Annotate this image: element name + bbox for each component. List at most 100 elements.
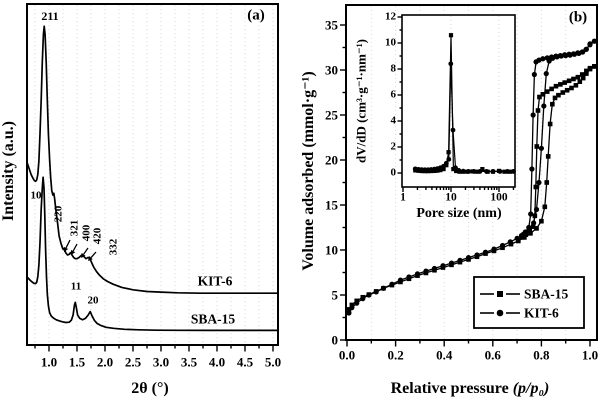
- isotherm-kit-6-marker: [414, 271, 421, 277]
- isotherm-kit-6-marker: [562, 52, 568, 58]
- isotherm-kit-6-marker: [380, 285, 387, 291]
- isotherm-kit-6-marker: [544, 55, 550, 61]
- legend-box: [473, 276, 585, 329]
- panel-a-x-tick-label: 1.0: [40, 354, 58, 370]
- isotherm-sba-15-marker: [346, 307, 352, 312]
- isotherm-kit-6-marker: [543, 71, 549, 77]
- inset-y-tick-label: 2: [390, 140, 397, 153]
- isotherm-sba-15-marker: [544, 89, 550, 94]
- panel-a-x-tick-label: 5.0: [264, 354, 282, 370]
- isotherm-kit-6-marker: [346, 310, 352, 316]
- panel-a-x-tick-label: 3.5: [180, 354, 198, 370]
- x-axis-title-text: Relative pressure: [390, 380, 513, 397]
- legend-label-kit6: KIT-6: [524, 305, 559, 321]
- inset-y-tick-label: 8: [390, 62, 397, 75]
- inset-y-tick-label: 12: [385, 10, 396, 23]
- panel-a-x-tick-label: 1.5: [68, 354, 86, 370]
- panel-b-frame: [345, 4, 598, 341]
- isotherm-kit-6-marker: [553, 53, 559, 59]
- isotherm-sba-15-marker: [537, 94, 542, 100]
- inset-x-tick-label: 1: [400, 191, 406, 204]
- panel-b-x-tick-label: 1.0: [581, 347, 599, 363]
- isotherm-kit-6-marker: [531, 220, 537, 226]
- peak-label-321: 321: [68, 219, 81, 237]
- isotherm-sba-15-marker: [530, 224, 536, 229]
- isotherm-kit-6-marker: [482, 249, 489, 255]
- isotherm-kit-6-marker: [566, 51, 572, 57]
- isotherm-sba-15-marker: [573, 83, 579, 88]
- isotherm-sba-15-marker: [584, 71, 589, 76]
- isotherm-sba-15-marker: [579, 72, 585, 77]
- inset-kit-6-marker: [460, 168, 466, 174]
- isotherm-kit-6-marker: [541, 103, 547, 109]
- inset-x-tick-label: 100: [490, 191, 508, 204]
- panel-a-x-tick-label: 4.5: [236, 354, 254, 370]
- panel-b-y-tick-label: 35: [325, 17, 338, 33]
- peak-arrow: [83, 247, 89, 255]
- x-axis-title-variable: (p/p₀): [512, 380, 550, 397]
- xrd-curve-sba-15: [26, 176, 278, 332]
- isotherm-sba-15-marker: [552, 95, 558, 101]
- isotherm-sba-15-marker: [569, 85, 574, 91]
- curve-label-sba15: SBA-15: [190, 311, 236, 327]
- inset-kit-6-marker: [446, 156, 452, 162]
- isotherm-kit-6-marker: [457, 257, 463, 263]
- peak-arrow: [90, 251, 97, 259]
- isotherm-kit-6-marker: [538, 145, 545, 151]
- isotherm-kit-6-marker: [579, 49, 585, 55]
- inset-y-tick-label: 10: [385, 36, 396, 49]
- isotherm-kit-6-marker: [530, 112, 536, 118]
- isotherm-kit-6-marker: [575, 50, 581, 56]
- isotherm-kit-6-marker: [533, 59, 539, 65]
- panel-b-x-tick-label: 0.0: [338, 347, 356, 363]
- isotherm-kit-6-marker: [373, 289, 379, 295]
- isotherm-kit-6-marker: [549, 54, 555, 60]
- peak-arrowhead: [63, 246, 69, 252]
- isotherm-sba-15-marker: [549, 86, 554, 92]
- isotherm-sba-15-marker: [550, 101, 555, 107]
- isotherm-kit-6-marker: [531, 71, 537, 78]
- peak-arrowhead: [81, 252, 86, 258]
- panel-b-y-tick-label: 15: [325, 197, 338, 213]
- inset-kit-6-marker: [453, 165, 458, 171]
- isotherm-kit-6-marker: [529, 166, 535, 172]
- isotherm-kit-6-marker: [431, 265, 438, 272]
- isotherm-kit-6-marker: [591, 38, 597, 44]
- peak-arrow: [65, 239, 71, 249]
- isotherm-kit-6-marker: [583, 46, 589, 52]
- inset-sba-15-marker: [451, 167, 456, 172]
- isotherm-kit-6-marker: [491, 246, 497, 252]
- inset-kit-6-marker: [490, 169, 496, 174]
- panel-b-x-tick-label: 0.6: [484, 347, 501, 363]
- peak-arrowhead: [71, 249, 76, 255]
- inset-background: [402, 15, 515, 187]
- panel-b-y-tick-label: 30: [325, 62, 338, 78]
- inset-y-tick-label: 0: [390, 166, 397, 179]
- legend-marker-sba15: [497, 291, 503, 297]
- isotherm-sba-15-marker: [516, 238, 521, 244]
- inset-sba-15-marker: [454, 168, 459, 174]
- isotherm-sba-15-marker: [575, 74, 581, 80]
- isotherm-sba-15-marker: [522, 235, 527, 240]
- panel-b-x-axis-title: Relative pressure (p/p₀): [391, 381, 550, 397]
- isotherm-kit-6-desorption-line: [521, 40, 595, 237]
- isotherm-kit-6-marker: [349, 305, 355, 311]
- isotherm-kit-6-marker: [465, 255, 472, 261]
- isotherm-sba-15-marker: [534, 226, 539, 231]
- isotherm-sba-15-marker: [534, 144, 540, 149]
- isotherm-kit-6-marker: [507, 239, 513, 245]
- inset-kit-6-marker: [471, 169, 477, 174]
- panel-a-x-tick-label: 4.0: [208, 354, 226, 370]
- panel-b-y-tick-label: 25: [325, 107, 338, 123]
- curve-label-kit6: KIT-6: [197, 273, 233, 289]
- isotherm-sba-15-marker: [560, 90, 566, 95]
- isotherm-sba-15-marker: [566, 78, 572, 84]
- panel-b-x-tick-label: 0.8: [533, 347, 550, 363]
- panel-a-y-axis-title: Intensity (a.u.): [0, 120, 17, 222]
- inset-kit-6-marker: [465, 169, 471, 174]
- panel-b-tag: (b): [568, 9, 588, 26]
- isotherm-kit-6-marker: [366, 292, 372, 298]
- isotherm-sba-15-marker: [542, 204, 548, 210]
